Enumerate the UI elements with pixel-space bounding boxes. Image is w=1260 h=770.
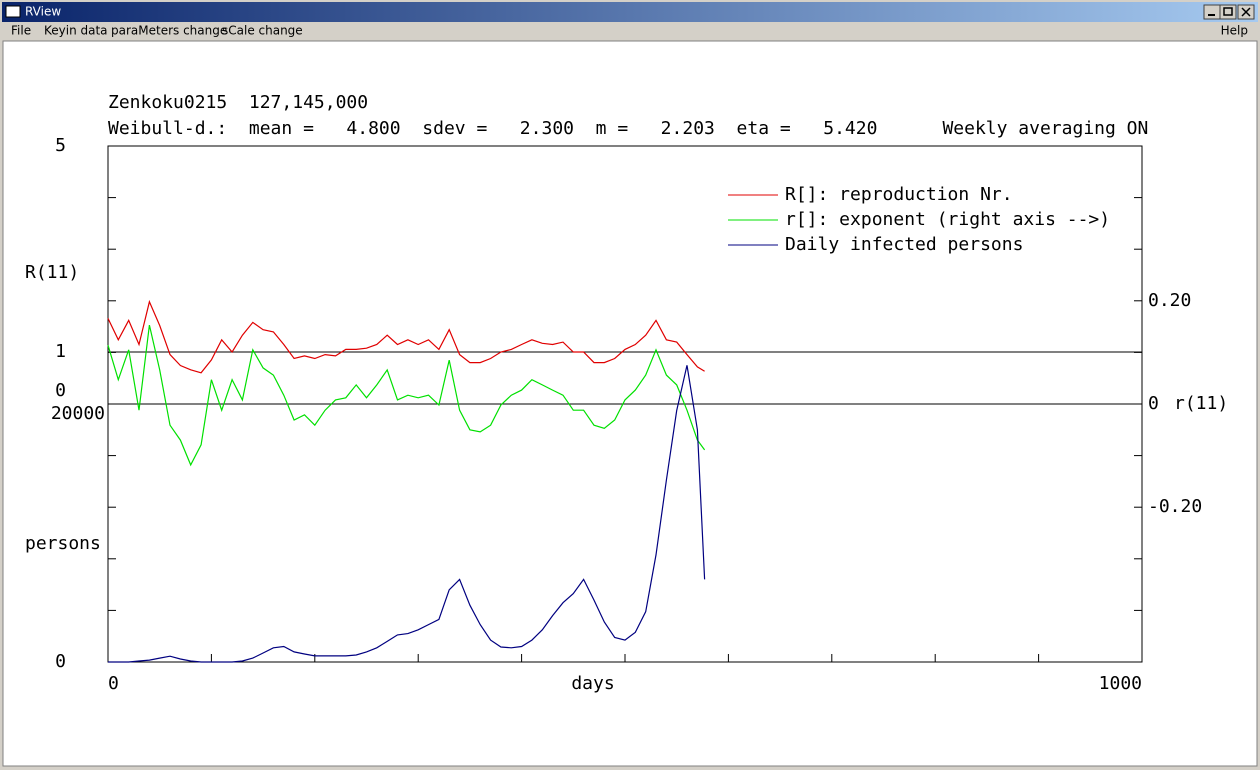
y3-tick-label: 20000 [51,403,105,424]
chart-subtitle: Weibull-d.: mean = 4.800 sdev = 2.300 m … [108,118,1148,139]
y-axis-label: R(11) [25,262,79,283]
x-tick-label: 1000 [1099,673,1142,694]
y3-tick-label: 0 [55,651,66,672]
y2-axis-label: r(11) [1174,393,1228,414]
y2-tick-label: 0.20 [1148,290,1191,311]
legend-label: r[]: exponent (right axis -->) [785,209,1110,230]
maximize-button[interactable] [1219,4,1237,20]
y2-tick-label: -0.20 [1148,496,1202,517]
menu-item[interactable]: sCale change [222,24,303,38]
menu-item[interactable]: Help [1221,24,1248,38]
annotation: 0 [55,380,66,401]
maximize-icon [1223,7,1233,16]
chart-title: Zenkoku0215 127,145,000 [108,92,368,113]
window-controls[interactable] [1203,4,1255,20]
close-icon [1241,7,1251,17]
chart: Zenkoku0215 127,145,000 Weibull-d.: mean… [25,92,1228,694]
window-title: RView [25,5,61,19]
y3-axis-label: persons [25,533,101,554]
title-bar [2,2,1258,22]
legend-label: R[]: reproduction Nr. [785,184,1013,205]
menu-item[interactable]: Keyin data [44,24,108,38]
app-icon [5,5,21,18]
menu-item[interactable]: File [11,24,31,38]
y2-tick-label: 0 [1148,393,1159,414]
y-tick-label: 5 [55,135,66,156]
legend-label: Daily infected persons [785,234,1023,255]
data-line [107,299,705,374]
x-axis-label: days [571,673,614,694]
y-tick-label: 1 [55,341,66,362]
data-line [108,365,706,663]
menu-item[interactable]: paraMeters change [111,24,227,38]
data-line [107,324,706,467]
minimize-button[interactable] [1203,4,1221,20]
x-tick-label: 0 [108,673,119,694]
